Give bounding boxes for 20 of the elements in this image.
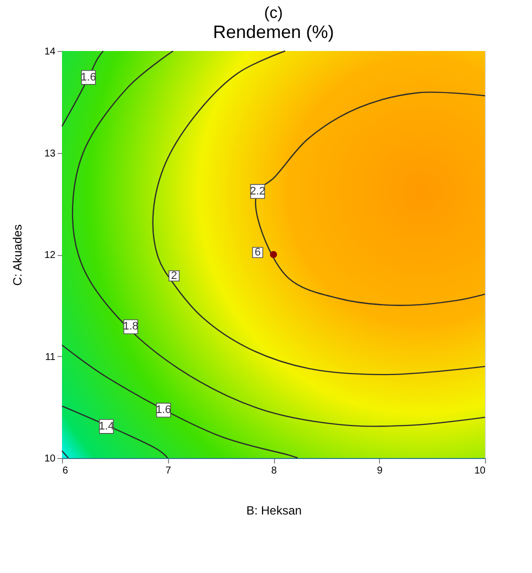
x-axis-title: B: Heksan [246,504,302,518]
annotation: 2 [171,270,178,282]
y-tick-label: 12 [44,250,56,261]
x-tick-label: 7 [165,466,172,476]
y-tick-label: 11 [45,352,56,363]
chart-title: (c) [264,5,283,22]
line-series [61,344,298,459]
x-tick-label: 10 [474,466,486,476]
y-tick-label: 13 [44,148,56,160]
annotation: 6 [254,246,261,258]
y-axis-title: C: Akuades [10,224,24,286]
chart-subtitle: Rendemen (%) [212,22,334,42]
x-tick-label: 9 [376,466,383,476]
line-series [61,50,104,127]
y-tick-label: 10 [44,454,56,464]
y-tick-label: 14 [44,46,56,58]
point [270,250,278,258]
x-tick-label: 8 [271,466,278,476]
x-tick-label: 6 [62,466,68,476]
line-series [152,50,486,376]
